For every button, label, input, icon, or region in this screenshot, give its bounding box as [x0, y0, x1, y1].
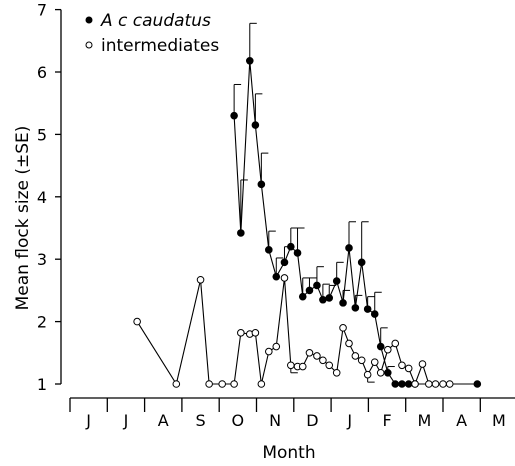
data-point — [251, 329, 260, 337]
data-point — [404, 380, 413, 388]
series-caudatus — [230, 22, 482, 388]
data-point — [237, 229, 245, 237]
data-point — [383, 368, 392, 377]
y-tick-label: 6 — [37, 63, 47, 82]
month-label: N — [269, 411, 281, 430]
legend: A c caudatus intermediates — [85, 11, 219, 56]
data-point — [305, 286, 314, 295]
data-point — [230, 380, 238, 388]
month-label: F — [382, 411, 391, 430]
data-point — [339, 324, 347, 332]
data-point — [313, 352, 321, 360]
data-point — [431, 380, 440, 388]
month-label: O — [232, 411, 245, 430]
data-point — [133, 317, 141, 326]
y-tick-label: 2 — [37, 313, 47, 332]
y-tick-label: 3 — [37, 250, 47, 269]
x-axis-label: Month — [262, 443, 315, 463]
data-point — [265, 246, 273, 254]
data-point — [257, 380, 266, 388]
data-point — [357, 258, 366, 267]
y-tick-label: 1 — [37, 375, 47, 394]
month-label: S — [195, 411, 205, 430]
data-point — [418, 360, 427, 368]
month-label: J — [346, 411, 352, 430]
data-point — [287, 242, 295, 251]
legend-label: A c caudatus — [100, 11, 211, 31]
month-label: D — [306, 411, 318, 430]
y-tick-label: 5 — [37, 125, 47, 144]
legend-marker — [85, 41, 93, 49]
data-point — [439, 380, 447, 388]
data-point — [370, 310, 379, 318]
y-tick-label: 4 — [37, 188, 47, 207]
month-label: A — [158, 411, 169, 430]
month-label: M — [492, 411, 506, 430]
series-line — [233, 60, 478, 385]
data-point — [287, 361, 295, 370]
data-point — [473, 380, 482, 388]
data-point — [351, 352, 360, 360]
data-point — [325, 294, 334, 302]
series-intermediates — [133, 274, 454, 388]
data-point — [257, 180, 266, 189]
data-point — [345, 244, 353, 252]
data-point — [332, 368, 341, 377]
data-point — [319, 295, 327, 304]
data-point — [305, 349, 314, 357]
month-label: M — [417, 411, 431, 430]
data-point — [370, 358, 379, 366]
data-point — [265, 347, 273, 356]
data-point — [398, 361, 406, 370]
data-point — [230, 111, 238, 120]
data-point — [391, 380, 400, 388]
data-point — [376, 342, 385, 351]
data-point — [237, 329, 245, 337]
data-point — [280, 258, 289, 267]
data-point — [293, 249, 302, 257]
data-point — [339, 299, 347, 307]
data-point — [398, 380, 406, 388]
data-point — [325, 361, 334, 370]
month-label: J — [123, 411, 129, 430]
data-point — [280, 274, 289, 282]
month-label: A — [456, 411, 467, 430]
month-label: J — [85, 411, 91, 430]
data-point — [391, 339, 400, 348]
data-point — [351, 304, 360, 312]
data-point — [272, 342, 281, 351]
data-point — [445, 380, 454, 388]
data-point — [298, 362, 307, 371]
series-layer — [133, 22, 482, 388]
data-point — [383, 345, 392, 354]
data-point — [298, 292, 307, 301]
data-point — [404, 364, 413, 373]
y-tick-label: 7 — [37, 1, 47, 20]
data-point — [196, 275, 205, 284]
data-point — [425, 380, 433, 388]
data-point — [332, 277, 341, 285]
data-point — [357, 356, 366, 365]
data-point — [218, 380, 226, 388]
data-point — [319, 356, 327, 365]
data-point — [376, 368, 385, 377]
legend-marker — [85, 16, 93, 24]
legend-label: intermediates — [101, 36, 219, 56]
data-point — [345, 339, 353, 348]
data-point — [363, 370, 372, 379]
data-point — [363, 305, 372, 313]
data-point — [245, 56, 254, 65]
y-axis-label: Mean flock size (±SE) — [13, 126, 33, 311]
data-point — [313, 281, 321, 290]
axes: 1 2 3 4 5 6 7 J J A S O N D J F M A M — [37, 1, 515, 430]
data-point — [411, 380, 419, 388]
data-point — [205, 380, 213, 388]
data-point — [272, 272, 281, 281]
data-point — [172, 380, 181, 388]
data-point — [251, 121, 260, 129]
